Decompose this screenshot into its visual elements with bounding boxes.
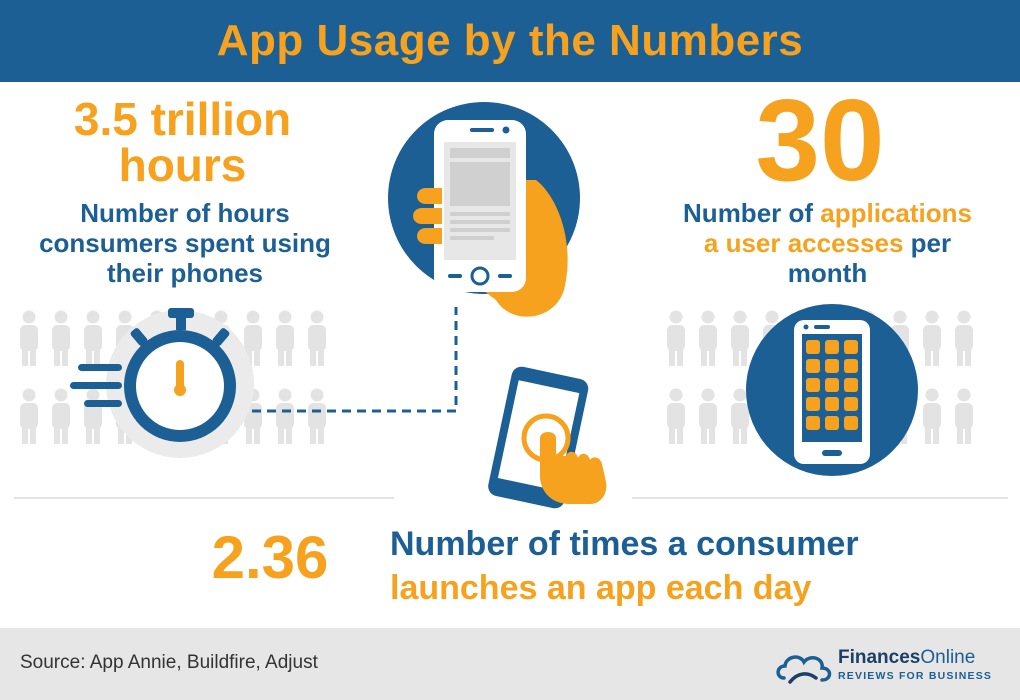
divider-right	[632, 497, 1008, 499]
header-banner: App Usage by the Numbers	[0, 0, 1020, 82]
app-grid-phone-icon	[746, 304, 918, 476]
hours-stat-value: 3.5 trillion hours	[20, 96, 345, 188]
brand-name-bold: Finances	[838, 647, 921, 668]
finances-online-brand[interactable]: FinancesOnline REVIEWS FOR BUSINESS	[776, 644, 1004, 690]
brand-name: FinancesOnline	[838, 647, 975, 669]
page-title: App Usage by the Numbers	[216, 16, 804, 65]
launches-desc-line2: launches an app each day	[390, 569, 812, 608]
stopwatch-icon	[70, 308, 254, 458]
apps-stat-value: 30	[755, 75, 885, 205]
source-text: Source: App Annie, Buildfire, Adjust	[20, 652, 318, 673]
hours-desc-line2: consumers spent using	[39, 228, 331, 259]
phone-in-hand-icon	[388, 102, 580, 317]
apps-desc-part3: a user accesses	[703, 228, 904, 259]
apps-desc-part1: Number of	[683, 198, 821, 228]
footer: Source: App Annie, Buildfire, Adjust Fin…	[0, 628, 1020, 700]
divider-left	[14, 497, 394, 499]
apps-desc-part2: applications	[820, 198, 972, 228]
apps-stat-description: Number of applications a user accesses p…	[640, 198, 1015, 288]
brand-name-light: Online	[920, 647, 976, 668]
hours-value-line1: 3.5 trillion	[73, 93, 292, 145]
hours-desc-line3: their phones	[106, 258, 263, 289]
launches-stat-description: Number of times a consumer launches an a…	[390, 522, 950, 610]
hours-desc-line1: Number of hours	[80, 198, 290, 228]
launches-stat-value: 2.36	[211, 524, 329, 591]
dashed-connector	[252, 307, 458, 413]
launches-desc-line1: Number of times a consumer	[390, 525, 859, 563]
hours-value-line2: hours	[118, 139, 247, 191]
hours-stat-description: Number of hours consumers spent using th…	[0, 198, 370, 288]
apps-desc-part4: per	[903, 228, 952, 259]
brand-tagline: REVIEWS FOR BUSINESS	[838, 670, 993, 682]
tap-phone-icon	[488, 366, 607, 509]
finances-online-logo	[776, 655, 832, 684]
apps-desc-part5: month	[787, 258, 868, 289]
